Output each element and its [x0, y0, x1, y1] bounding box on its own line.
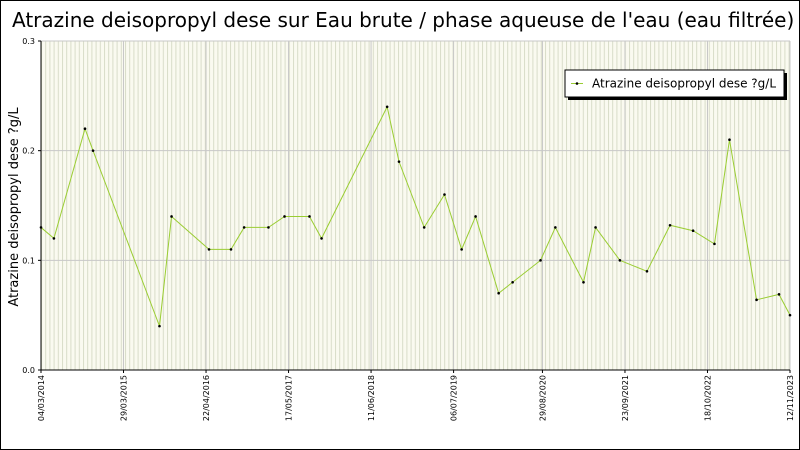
data-point	[497, 291, 500, 295]
data-point	[385, 105, 389, 109]
data-point	[668, 223, 672, 227]
data-point	[308, 215, 311, 218]
data-point	[728, 138, 731, 141]
x-tick-label: 29/03/2015	[120, 375, 129, 421]
data-point	[554, 226, 557, 229]
data-point	[283, 215, 286, 218]
data-point	[474, 215, 477, 218]
data-point	[645, 270, 649, 273]
data-point	[443, 193, 446, 196]
x-tick-label: 12/11/2023	[786, 375, 795, 421]
data-point	[618, 259, 622, 262]
legend: Atrazine deisopropyl dese ?g/L	[564, 69, 787, 100]
legend-label: Atrazine deisopropyl dese ?g/L	[592, 77, 776, 91]
data-point	[83, 127, 87, 131]
data-point	[320, 237, 323, 240]
data-point	[397, 160, 401, 163]
data-point	[242, 226, 246, 229]
data-point	[755, 298, 758, 302]
y-tick-label: 0.2	[22, 147, 35, 156]
x-tick-label: 22/04/2016	[202, 375, 211, 421]
data-point	[777, 293, 781, 296]
legend-box	[564, 69, 785, 98]
y-tick-label: 0.3	[22, 37, 35, 46]
data-point	[207, 248, 211, 251]
data-point	[788, 313, 792, 317]
x-tick-label: 23/09/2021	[621, 375, 630, 421]
data-point	[267, 226, 270, 229]
x-tick-label: 17/05/2017	[285, 375, 294, 421]
data-point	[91, 149, 95, 152]
legend-marker	[575, 82, 579, 85]
x-tick-label: 11/06/2018	[367, 375, 376, 421]
data-point	[229, 248, 233, 251]
x-tick-label: 04/03/2014	[37, 375, 46, 421]
data-point	[713, 242, 716, 246]
data-point	[422, 226, 426, 229]
data-point	[52, 237, 56, 240]
data-point	[158, 324, 161, 328]
data-point	[170, 215, 173, 218]
data-point	[511, 280, 514, 284]
data-point	[460, 248, 463, 251]
x-tick-label: 29/08/2020	[538, 375, 547, 421]
data-line	[40, 105, 791, 327]
y-tick-label: 0.0	[22, 366, 35, 375]
x-tick-label: 06/07/2019	[450, 375, 459, 421]
data-point	[539, 259, 542, 262]
data-point	[582, 280, 585, 284]
data-point	[691, 229, 695, 233]
data-point	[594, 226, 597, 229]
chart-title: Atrazine deisopropyl dese sur Eau brute …	[12, 8, 794, 32]
y-axis-label: Atrazine deisopropyl dese ?g/L	[7, 107, 22, 307]
data-point	[39, 226, 43, 229]
y-tick-label: 0.1	[22, 256, 35, 265]
x-tick-label: 18/10/2022	[703, 375, 712, 421]
